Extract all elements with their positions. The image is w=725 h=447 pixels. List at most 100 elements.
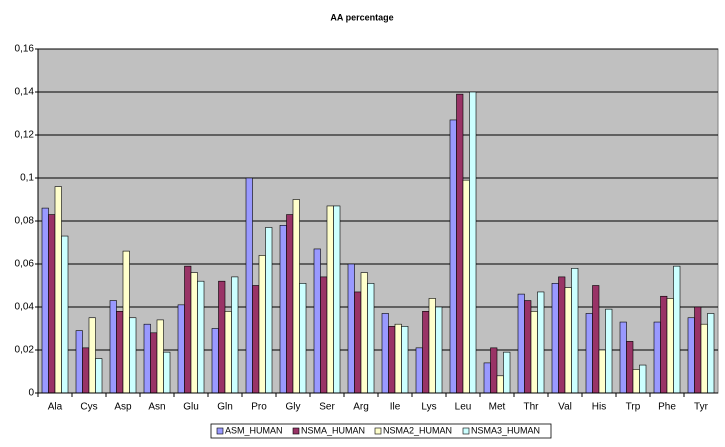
y-tick-label: 0 — [28, 388, 34, 399]
bar — [156, 319, 164, 394]
bar — [61, 235, 69, 394]
bar — [245, 177, 253, 394]
bar — [109, 300, 117, 394]
x-tick-label: Gln — [217, 402, 233, 413]
legend-swatch — [292, 427, 300, 435]
x-tick-label: Trp — [626, 402, 641, 413]
bar — [163, 351, 171, 394]
bar — [292, 199, 300, 394]
bar — [381, 313, 389, 394]
bar — [619, 321, 627, 394]
legend-swatch — [216, 427, 224, 435]
bar — [197, 280, 205, 394]
bar — [401, 326, 409, 394]
bar — [347, 263, 355, 394]
bar — [224, 310, 232, 394]
bar — [326, 205, 334, 394]
bar — [605, 308, 613, 394]
bar — [82, 347, 90, 394]
bar — [537, 291, 545, 394]
bar — [694, 306, 702, 394]
bar — [394, 323, 402, 394]
bar — [456, 93, 464, 394]
x-tick-label: Lys — [421, 402, 436, 413]
bar — [218, 280, 226, 394]
x-tick-label: Phe — [658, 402, 676, 413]
bar — [483, 362, 491, 394]
x-tick-label: Ala — [48, 402, 63, 413]
y-tick-label: 0,12 — [15, 130, 35, 141]
x-tick-label: Ile — [390, 402, 401, 413]
bar — [564, 287, 572, 394]
bar — [279, 225, 287, 394]
bar — [252, 285, 260, 394]
x-tick-label: Asn — [148, 402, 165, 413]
y-tick-label: 0,16 — [15, 44, 35, 55]
x-tick-label: Met — [489, 402, 506, 413]
bar — [190, 272, 198, 394]
bar — [673, 265, 681, 394]
bar — [435, 306, 443, 394]
bar — [632, 369, 640, 394]
bar — [388, 326, 396, 394]
legend-label: ASM_HUMAN — [225, 425, 283, 435]
x-tick-label: Pro — [251, 402, 267, 413]
x-tick-label: Glu — [183, 402, 199, 413]
bar — [48, 214, 56, 394]
bar — [95, 358, 103, 394]
bar — [313, 248, 321, 394]
bar — [122, 250, 130, 394]
bar — [116, 310, 124, 394]
bar — [524, 300, 532, 394]
bar — [184, 265, 192, 394]
y-tick-label: 0,06 — [15, 259, 35, 270]
x-tick-label: Tyr — [694, 402, 709, 413]
x-tick-label: Ser — [319, 402, 335, 413]
y-tick-label: 0,04 — [15, 302, 35, 313]
bar — [469, 91, 477, 394]
bar — [211, 328, 219, 394]
bar — [129, 317, 137, 394]
bar — [422, 310, 430, 394]
bar — [626, 341, 634, 394]
bar — [585, 313, 593, 394]
bar — [333, 205, 341, 394]
x-tick-label: Gly — [286, 402, 301, 413]
y-tick-label: 0,14 — [15, 87, 35, 98]
bar — [639, 364, 647, 394]
bar — [54, 186, 62, 394]
x-tick-label: Arg — [353, 402, 369, 413]
x-tick-label: Thr — [524, 402, 540, 413]
y-tick-label: 0,02 — [15, 345, 35, 356]
bar — [415, 347, 423, 394]
bar — [490, 347, 498, 394]
bar — [320, 276, 328, 394]
bar — [687, 317, 695, 394]
bar — [265, 227, 273, 394]
bar — [41, 207, 49, 394]
bar — [592, 285, 600, 394]
bar — [143, 323, 151, 394]
bar — [88, 317, 96, 394]
x-tick-label: His — [592, 402, 606, 413]
legend-label: NSMA3_HUMAN — [471, 425, 540, 435]
bar — [231, 276, 239, 394]
bar — [354, 291, 362, 394]
chart-title: AA percentage — [330, 12, 393, 22]
legend-label: NSMA_HUMAN — [301, 425, 365, 435]
bar — [700, 323, 708, 394]
bar — [598, 349, 606, 394]
bar — [660, 295, 668, 394]
bar — [449, 119, 457, 394]
y-tick-label: 0,08 — [15, 216, 35, 227]
x-tick-label: Asp — [114, 402, 132, 413]
bar — [258, 255, 266, 394]
bar — [75, 330, 83, 394]
bar — [517, 293, 525, 394]
bar — [496, 375, 504, 394]
bar — [177, 304, 185, 394]
x-tick-label: Val — [558, 402, 572, 413]
bar — [150, 332, 158, 394]
y-tick-label: 0,1 — [20, 173, 34, 184]
